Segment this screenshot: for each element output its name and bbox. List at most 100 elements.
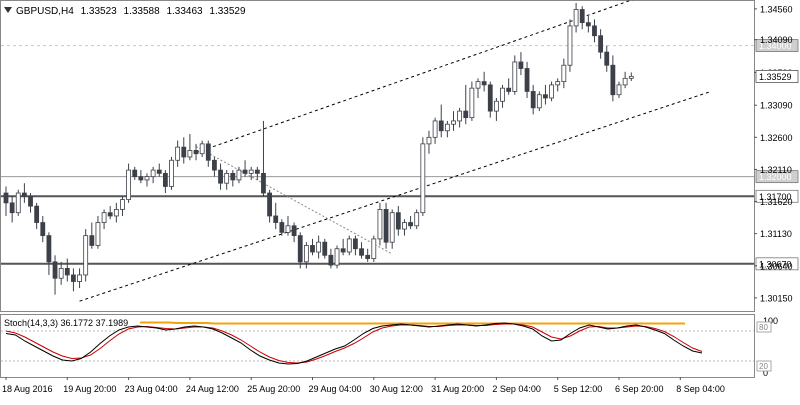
candle — [218, 163, 223, 190]
candle — [224, 170, 230, 190]
candle-body-bull — [573, 9, 579, 27]
candle — [457, 107, 463, 128]
candle-body-bear — [481, 81, 487, 86]
candle — [463, 84, 469, 125]
candle-body-bull — [567, 25, 573, 66]
candle — [303, 242, 309, 269]
candle — [236, 166, 242, 184]
stoch-level-low-tag — [756, 360, 772, 372]
time-tick-9: 5 Sep 12:00 — [554, 384, 603, 394]
price-tick-7: 1.31130 — [760, 229, 792, 239]
candle-body-bull — [493, 100, 499, 112]
candle-body-bear — [46, 235, 52, 263]
time-tick-2: 23 Aug 04:00 — [125, 384, 178, 394]
price-tick-4: 1.32600 — [760, 133, 793, 143]
candle — [610, 55, 616, 102]
candle — [353, 235, 358, 256]
candle — [113, 202, 119, 223]
candle-body-bull — [15, 192, 21, 214]
candle — [28, 193, 33, 213]
candle — [120, 196, 125, 216]
candle — [340, 238, 346, 256]
stoch-resistance-line[interactable] — [140, 321, 685, 325]
candle — [451, 111, 456, 131]
candle — [162, 170, 168, 194]
candle — [34, 202, 40, 230]
candle-body-bear — [28, 195, 33, 207]
candle-body-bear — [21, 192, 27, 197]
stoch-level-low: 20 — [759, 362, 768, 371]
candle — [126, 163, 131, 203]
candle — [444, 120, 450, 138]
level-tag-1 — [755, 170, 799, 184]
level-label-0: 1.34000 — [759, 41, 792, 51]
time-tick-11: 8 Sep 04:00 — [676, 384, 725, 394]
trend-line[interactable] — [195, 146, 393, 255]
candle-body-bear — [89, 235, 95, 246]
candle — [77, 268, 82, 289]
candle-body-bear — [598, 35, 604, 53]
price-tick-9: 1.30150 — [760, 293, 793, 303]
candle — [359, 242, 364, 259]
candle — [52, 255, 58, 295]
price-tick-6: 1.31620 — [760, 197, 793, 207]
candle-body-bull — [77, 274, 82, 282]
channel-lower-line[interactable] — [79, 90, 712, 302]
candle — [101, 209, 107, 230]
candle — [567, 19, 573, 72]
candle-body-bull — [224, 172, 230, 184]
candle-body-bear — [322, 241, 328, 256]
stoch-axis-bottom: 0 — [763, 368, 768, 378]
stoch-level-high-tag — [756, 321, 772, 333]
candle-body-bull — [389, 212, 395, 243]
candle-body-bear — [506, 87, 512, 92]
candle — [402, 219, 407, 236]
current-price-label: 1.33529 — [759, 72, 792, 82]
price-pane-frame — [0, 0, 755, 312]
candle — [573, 2, 579, 33]
candle-body-bear — [218, 169, 223, 184]
candle — [58, 261, 64, 285]
candle-body-bear — [132, 169, 138, 178]
candle — [187, 134, 193, 161]
candle-body-bear — [156, 169, 162, 174]
candle-body-bear — [3, 192, 9, 204]
candle — [71, 268, 76, 292]
candle — [628, 72, 634, 81]
level-tag-3 — [755, 257, 799, 271]
candle — [199, 140, 205, 157]
candle-body-bear — [438, 120, 444, 132]
candle-body-bull — [346, 238, 352, 253]
candle-body-bear — [254, 169, 260, 174]
candle-body-bull — [58, 267, 64, 279]
channel-upper-line[interactable] — [195, 0, 711, 154]
candle — [426, 130, 432, 154]
level-label-2: 1.31700 — [759, 192, 792, 202]
candle-body-bear — [359, 248, 364, 256]
candle — [144, 173, 150, 187]
candle — [175, 140, 181, 167]
candle — [389, 209, 395, 249]
candle-body-bull — [120, 199, 125, 210]
candle-body-bull — [469, 87, 475, 119]
candle-body-bull — [561, 64, 567, 83]
candle — [549, 81, 554, 102]
candle — [64, 258, 70, 282]
candle-body-bear — [365, 254, 371, 259]
candle-body-bull — [451, 120, 456, 125]
candle-body-bull — [549, 84, 554, 99]
candle-body-bull — [334, 248, 340, 266]
candle — [181, 137, 187, 164]
candle-body-bear — [40, 222, 46, 237]
candle — [506, 78, 512, 95]
candle-body-bull — [616, 84, 622, 96]
candle-body-bear — [107, 212, 113, 217]
candle-body-bear — [592, 25, 597, 37]
collapse-triangle-icon[interactable] — [4, 7, 12, 13]
time-tick-0: 18 Aug 2016 — [2, 384, 53, 394]
candle — [310, 238, 315, 256]
candle — [9, 196, 15, 223]
candle — [518, 52, 524, 76]
